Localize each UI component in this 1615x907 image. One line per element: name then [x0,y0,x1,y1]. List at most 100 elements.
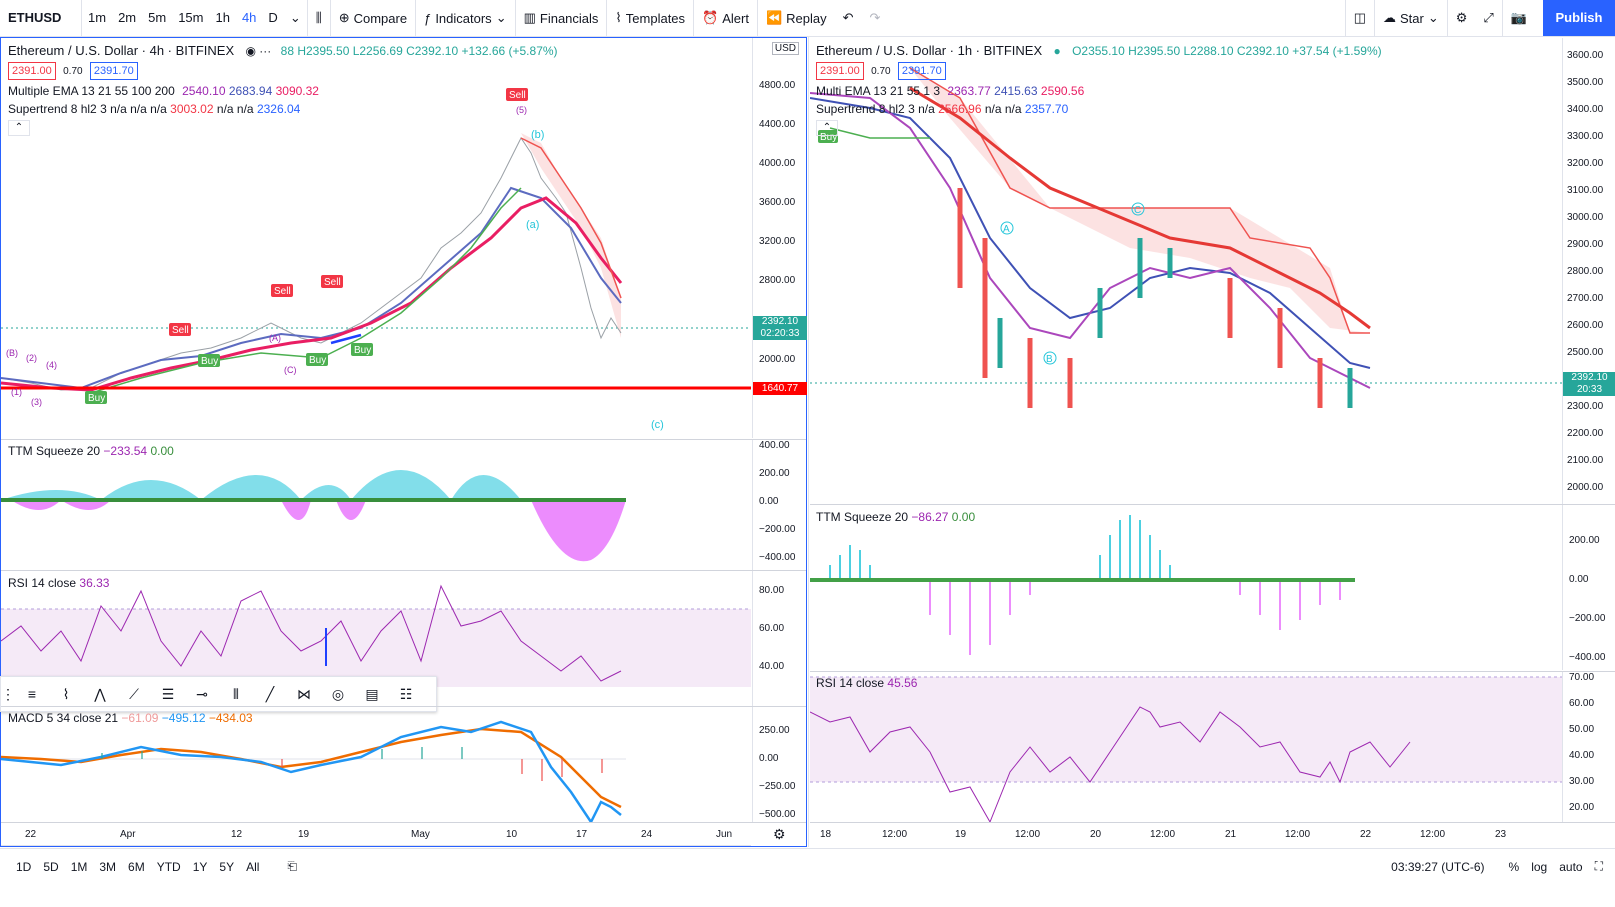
buy-signal [818,130,838,143]
trend-line-icon[interactable]: ⟋ [129,685,139,702]
left-ttm-pane[interactable] [1,440,751,570]
interval-d[interactable]: D [268,10,278,25]
replay-button[interactable]: ⏪ Replay [765,10,827,26]
fullscreen-icon[interactable]: ⛶ [1594,859,1603,873]
fib-tool-icon[interactable]: ☰ [161,685,175,702]
plus-circle-icon: ⊕ [338,10,350,25]
wave-label: (B) [6,348,18,358]
buy-signal [306,353,328,366]
left-rsi-pane[interactable] [1,571,751,706]
trend-line-blue [330,333,362,345]
redo-button[interactable]: ↷ [862,0,889,36]
svg-text:Sell: Sell [274,286,291,297]
right-time-scale[interactable]: 18 12:00 19 12:00 20 12:00 21 12:00 22 1… [810,822,1615,847]
templates-button[interactable]: ⌇ Templates [615,10,686,26]
ttm-legend: TTM Squeeze 20 −233.54 0.00 [8,444,174,458]
left-price-axis[interactable]: USD 4800.00 4400.00 4000.00 3600.00 3200… [752,38,807,438]
alert-button[interactable]: ⏰ Alert [702,10,749,26]
undo-button[interactable]: ↶ [835,0,862,36]
right-price-pane[interactable]: Buy A B C [810,38,1562,504]
indicators-button[interactable]: ƒ Indicators ⌄ [424,10,507,26]
vertical-bars-icon[interactable]: ⦀ [232,685,240,702]
collapse-legend-button[interactable]: ⌃ [816,120,838,136]
compare-button[interactable]: ⊕ Compare [338,10,408,26]
level-price-label: 1640.77 [753,382,807,395]
candles-icon: ⫼ [315,10,322,25]
redo-icon: ↷ [869,10,881,25]
settings-button[interactable]: ⚙ [1448,0,1476,36]
wave-label: (A) [269,333,281,343]
clock-time[interactable]: 03:39:27 (UTC-6) [1391,859,1485,874]
eye-icon[interactable]: ◉ [245,44,256,58]
bid-price[interactable]: 2391.00 [8,62,56,80]
interval-15m[interactable]: 15m [178,10,204,25]
range-1y[interactable]: 1Y [192,859,208,874]
ask-price[interactable]: 2391.70 [89,62,138,80]
interval-5m[interactable]: 5m [148,10,167,25]
fullscreen-button[interactable]: ⤢ [1475,0,1501,36]
settings-list-icon[interactable]: ☷ [399,685,413,702]
drag-handle-icon[interactable]: ⋮ [1,685,15,702]
ask-price[interactable]: 2391.70 [897,62,946,80]
range-5d[interactable]: 5D [43,859,59,874]
gear-icon[interactable]: ⚙ [773,826,786,842]
star-button[interactable]: ☁ Star ⌄ [1383,10,1439,26]
interval-4h[interactable]: 4h [241,10,257,25]
range-all[interactable]: All [246,859,260,874]
price-line-gray [1,137,622,391]
right-ttm-pane[interactable] [810,505,1562,670]
chevron-down-icon: ⌄ [495,10,507,25]
pattern-icon[interactable]: ⋈ [297,685,311,702]
interval-dropdown-icon[interactable]: ⌄ [289,10,301,25]
financials-button[interactable]: ▥ Financials [523,10,599,26]
range-6m[interactable]: 6M [128,859,145,874]
templates-icon: ⌇ [615,10,622,25]
right-rsi-pane[interactable] [810,672,1562,822]
percent-toggle[interactable]: % [1508,859,1520,874]
wave-tool-icon[interactable]: ⌇ [62,685,70,702]
goto-date-icon[interactable]: ⎗ [287,859,298,873]
sell-signal [321,275,343,288]
left-time-axis[interactable] [1,845,751,866]
symbol-search[interactable]: ETHUSD [0,0,82,36]
more-icon[interactable]: ··· [259,44,272,58]
wave-label: (C) [284,365,297,375]
interval-2m[interactable]: 2m [118,10,137,25]
buy-signal [351,343,373,356]
publish-button[interactable]: Publish [1543,0,1615,36]
layout-button[interactable]: ◫ [1346,0,1374,36]
interval-1m[interactable]: 1m [88,10,107,25]
left-price-pane[interactable]: Sell Sell Sell Sell Buy Buy Buy Buy (b) … [1,38,751,438]
chart-type-button[interactable]: ⫼ [308,0,330,36]
right-rsi-axis: 70.00 60.00 50.00 40.00 30.00 20.00 [1562,672,1615,822]
range-ytd[interactable]: YTD [156,859,181,874]
collapse-legend-button[interactable]: ⌃ [8,120,30,136]
svg-text:Buy: Buy [309,355,326,366]
auto-toggle[interactable]: auto [1559,859,1583,874]
right-price-axis[interactable]: 3600.00 3500.00 3400.00 3300.00 3200.00 … [1562,38,1615,504]
range-3m[interactable]: 3M [99,859,117,874]
supertrend-green [90,187,522,394]
log-toggle[interactable]: log [1531,859,1548,874]
curve-icon[interactable]: ◎ [331,685,345,702]
range-1d[interactable]: 1D [16,859,32,874]
alarm-clock-icon: ⏰ [702,10,719,25]
left-chart[interactable] [0,37,807,847]
left-time-scale[interactable]: 22 Apr 12 19 May 10 17 24 Jun ⚙ [1,822,806,847]
abc-pattern-icon[interactable]: ⋀ [94,685,106,702]
bid-price[interactable]: 2391.00 [816,62,864,80]
undo-icon: ↶ [842,10,854,25]
interval-1h[interactable]: 1h [215,10,230,25]
ray-icon[interactable]: ╱ [265,685,275,702]
left-macd-pane[interactable] [1,707,751,822]
svg-text:Sell: Sell [172,325,189,336]
snapshot-button[interactable]: 📷 [1503,0,1535,36]
bar-chart-icon: ▥ [523,10,536,25]
range-5y[interactable]: 5Y [219,859,235,874]
channel-icon[interactable]: ▤ [365,685,379,702]
horizontal-line-icon[interactable]: ⊸ [196,685,208,702]
left-rsi-axis: 80.00 60.00 40.00 [752,571,807,706]
range-1m[interactable]: 1M [70,859,88,874]
lines-tool-icon[interactable]: ≡ [27,686,37,702]
buy-signal [85,391,107,404]
